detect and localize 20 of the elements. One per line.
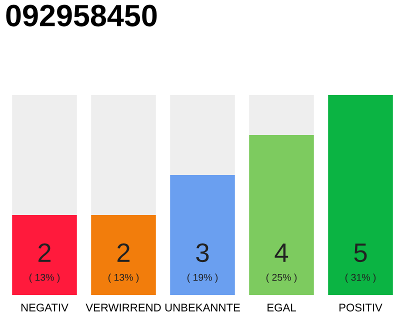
data-label: 2 ( 13% ): [29, 243, 60, 283]
data-label: 3 ( 19% ): [187, 243, 218, 283]
x-tick-label: VERWIRREND: [86, 304, 161, 312]
data-label: 2 ( 13% ): [108, 243, 139, 283]
x-tick-label: EGAL: [268, 304, 296, 312]
data-label: 4 ( 25% ): [266, 244, 297, 283]
x-tick-label: NEGATIV: [21, 304, 68, 312]
data-label: 5 ( 31% ): [345, 244, 376, 283]
bar: [91, 215, 156, 295]
bar: [12, 215, 77, 295]
x-tick-label: UNBEKANNTE: [165, 304, 240, 312]
chart-title: 092958450: [6, 4, 157, 26]
bar: [170, 95, 235, 175]
bar: [170, 175, 235, 295]
bar: [249, 95, 314, 135]
bar: [12, 95, 77, 215]
bar: [91, 95, 156, 215]
x-tick-label: POSITIV: [339, 304, 382, 312]
bar: [328, 95, 393, 295]
bar: [249, 135, 314, 295]
